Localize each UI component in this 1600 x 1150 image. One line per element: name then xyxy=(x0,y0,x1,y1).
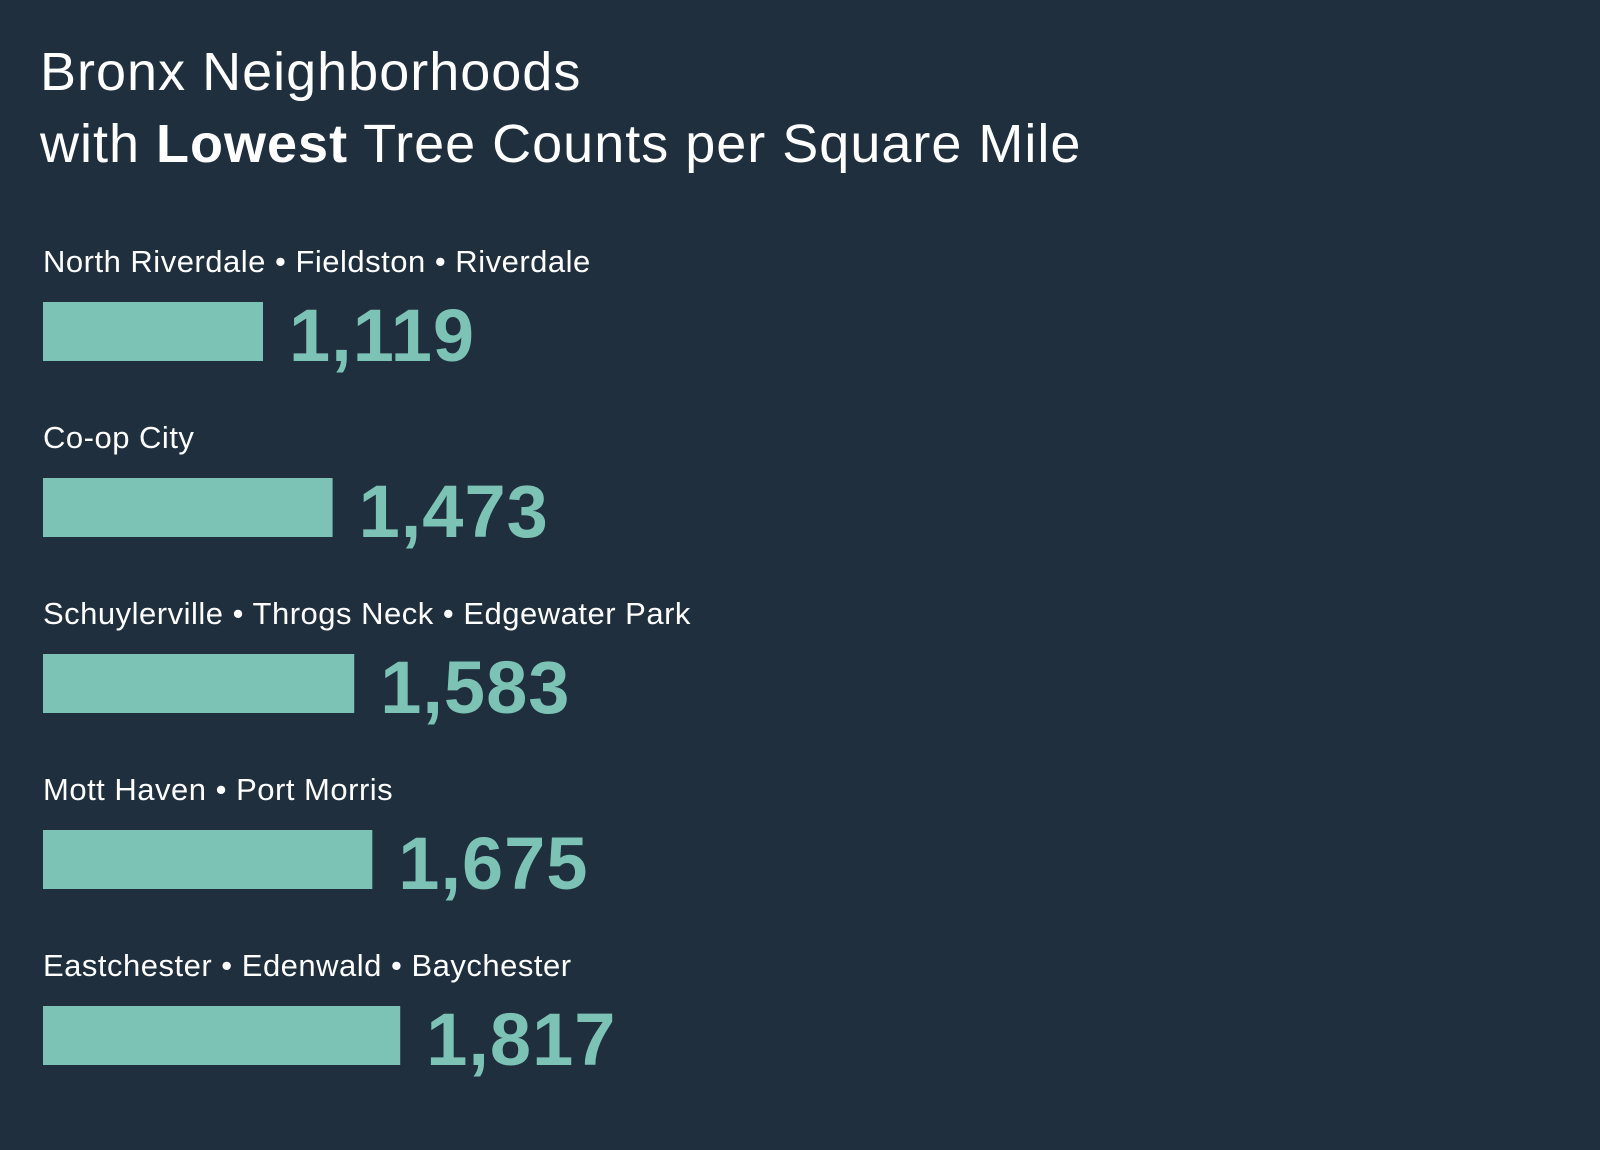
bar xyxy=(43,654,355,713)
title-emphasis: Lowest xyxy=(156,114,349,174)
category-label: Eastchester • Edenwald • Baychester xyxy=(43,948,572,983)
value-label: 1,817 xyxy=(426,998,616,1081)
title-line-2: with Lowest Tree Counts per Square Mile xyxy=(40,108,1081,180)
value-label: 1,473 xyxy=(359,470,549,553)
category-label: Co-op City xyxy=(43,420,194,455)
category-label: Schuylerville • Throgs Neck • Edgewater … xyxy=(43,596,691,631)
value-label: 1,583 xyxy=(380,646,570,729)
bar xyxy=(43,302,263,361)
chart-title: Bronx Neighborhoods with Lowest Tree Cou… xyxy=(40,36,1081,180)
bar xyxy=(43,1006,401,1065)
value-label: 1,119 xyxy=(289,294,475,377)
bar xyxy=(43,830,373,889)
bar xyxy=(43,478,333,537)
title-line-1: Bronx Neighborhoods xyxy=(40,42,582,102)
title-suffix: Tree Counts per Square Mile xyxy=(363,114,1082,174)
category-label: North Riverdale • Fieldston • Riverdale xyxy=(43,244,591,279)
category-label: Mott Haven • Port Morris xyxy=(43,772,393,807)
value-label: 1,675 xyxy=(398,822,588,905)
title-prefix: with xyxy=(40,114,141,174)
